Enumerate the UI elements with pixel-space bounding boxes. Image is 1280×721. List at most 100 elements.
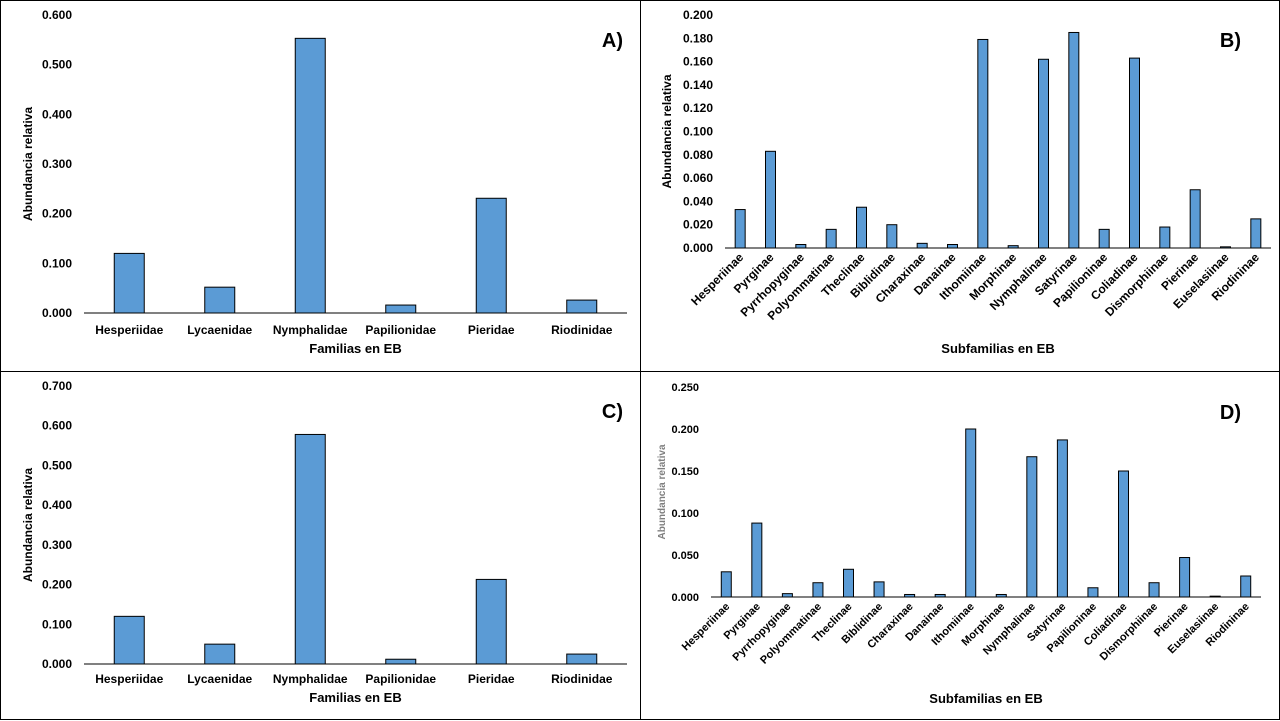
bar xyxy=(566,299,598,314)
y-tick-label: 0.400 xyxy=(42,498,72,512)
chart-panel-c: 0.000 0.100 0.200 0.300 0.400 0.500 0.600 0.700… xyxy=(0,371,641,720)
bar xyxy=(1189,189,1201,249)
y-tick-label: 0.060 xyxy=(683,171,713,185)
bar xyxy=(916,242,928,249)
y-axis-title: Abundancia relativa xyxy=(657,444,668,539)
y-tick-label: 0.100 xyxy=(683,125,713,139)
bar xyxy=(1159,226,1171,249)
y-tick-label: 0.200 xyxy=(42,578,72,592)
bar xyxy=(765,150,776,249)
bar xyxy=(1240,575,1252,598)
x-tick-label: Nymphalidae xyxy=(273,672,348,686)
bar xyxy=(751,522,763,598)
x-tick-label: Riodinidae xyxy=(551,672,613,686)
bar xyxy=(475,197,507,314)
x-tick-label: Hesperiinae xyxy=(680,601,733,654)
x-axis-title: Subfamilias en EB xyxy=(929,691,1042,706)
y-axis-title: Abundancia relativa xyxy=(21,107,35,221)
bar xyxy=(204,643,236,665)
bar xyxy=(947,244,958,249)
y-tick-label: 0.600 xyxy=(42,8,72,22)
y-tick-label: 0.300 xyxy=(42,538,72,552)
x-axis-title: Familias en EB xyxy=(309,690,401,705)
y-tick-label: 0.200 xyxy=(671,424,699,436)
bar xyxy=(566,653,598,665)
y-tick-label: 0.020 xyxy=(683,218,713,232)
x-tick-label: Hesperiidae xyxy=(95,672,163,686)
panel-label: A) xyxy=(602,30,623,52)
bar xyxy=(856,206,867,249)
y-tick-label: 0.000 xyxy=(42,657,72,671)
y-tick-label: 0.000 xyxy=(683,241,713,255)
y-tick-label: 0.600 xyxy=(42,419,72,433)
x-tick-label: Hesperiidae xyxy=(95,323,163,337)
x-tick-label: Nymphalidae xyxy=(273,323,348,337)
y-tick-label: 0.000 xyxy=(42,306,72,320)
chart-d-svg: 0.000 0.050 0.100 0.150 0.200 0.250 Hesperiina… xyxy=(657,382,1261,706)
bar xyxy=(204,286,236,314)
y-tick-label: 0.250 xyxy=(671,382,699,394)
y-tick-label: 0.500 xyxy=(42,58,72,72)
bar xyxy=(977,38,989,249)
y-tick-label: 0.040 xyxy=(683,194,713,208)
bar xyxy=(720,571,732,598)
chart-panel-a: 0.000 0.100 0.200 0.300 0.400 0.500 0.600 Hespe… xyxy=(0,0,641,372)
x-axis-title: Familias en EB xyxy=(309,341,401,356)
bar xyxy=(1087,587,1099,598)
bar xyxy=(1026,456,1038,598)
x-tick-label: Papilionidae xyxy=(365,672,436,686)
bar xyxy=(734,209,746,249)
x-axis-title: Subfamilias en EB xyxy=(941,341,1054,356)
y-tick-label: 0.400 xyxy=(42,107,72,121)
bar xyxy=(294,37,326,314)
bar xyxy=(1148,582,1160,598)
chart-panel-b: 0.000 0.020 0.040 0.060 0.080 0.100 0.120 0.140… xyxy=(640,0,1280,372)
bar xyxy=(113,252,145,314)
y-tick-label: 0.160 xyxy=(683,55,713,69)
bar xyxy=(1250,218,1262,249)
bar xyxy=(825,228,837,249)
x-tick-label: Lycaenidae xyxy=(187,323,252,337)
bar xyxy=(385,658,417,665)
y-tick-label: 0.100 xyxy=(42,617,72,631)
y-tick-label: 0.050 xyxy=(671,550,699,562)
y-axis-title: Abundancia relativa xyxy=(660,74,674,188)
x-tick-label: Papilionidae xyxy=(365,323,436,337)
chart-a-svg: 0.000 0.100 0.200 0.300 0.400 0.500 0.600 Hespe… xyxy=(21,8,627,356)
bar xyxy=(965,428,977,598)
bar xyxy=(1068,31,1080,249)
panel-label: B) xyxy=(1220,30,1241,52)
bar xyxy=(873,581,885,598)
y-tick-label: 0.140 xyxy=(683,78,713,92)
y-tick-label: 0.080 xyxy=(683,148,713,162)
y-tick-label: 0.200 xyxy=(683,8,713,22)
bar xyxy=(385,304,417,314)
chart-b-svg: 0.000 0.020 0.040 0.060 0.080 0.100 0.120 0.140… xyxy=(660,8,1271,356)
bar xyxy=(294,433,326,665)
bar xyxy=(812,582,824,598)
y-tick-label: 0.150 xyxy=(671,466,699,478)
bar xyxy=(843,568,854,598)
x-tick-label: Pieridae xyxy=(468,323,515,337)
y-axis-title: Abundancia relativa xyxy=(21,468,35,582)
x-tick-label: Lycaenidae xyxy=(187,672,252,686)
bar xyxy=(795,244,807,249)
bar xyxy=(1118,470,1129,598)
bar xyxy=(113,615,145,665)
y-tick-label: 0.120 xyxy=(683,101,713,115)
chart-c-svg: 0.000 0.100 0.200 0.300 0.400 0.500 0.600 0.700… xyxy=(21,379,627,705)
y-tick-label: 0.200 xyxy=(42,207,72,221)
x-tick-label: Pieridae xyxy=(468,672,515,686)
y-tick-label: 0.700 xyxy=(42,379,72,393)
bar xyxy=(1179,557,1191,598)
y-tick-label: 0.100 xyxy=(671,508,699,520)
bar xyxy=(475,578,507,665)
y-tick-label: 0.500 xyxy=(42,458,72,472)
bar xyxy=(1056,439,1068,598)
panel-label: C) xyxy=(602,401,623,423)
y-tick-label: 0.000 xyxy=(671,592,699,604)
bar xyxy=(886,224,898,249)
bar xyxy=(781,593,793,598)
bar xyxy=(1098,228,1110,249)
y-tick-label: 0.180 xyxy=(683,31,713,45)
